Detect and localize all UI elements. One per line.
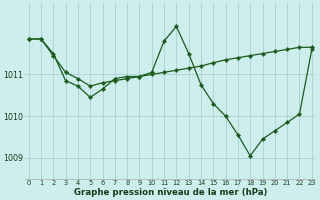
X-axis label: Graphe pression niveau de la mer (hPa): Graphe pression niveau de la mer (hPa) bbox=[74, 188, 267, 197]
